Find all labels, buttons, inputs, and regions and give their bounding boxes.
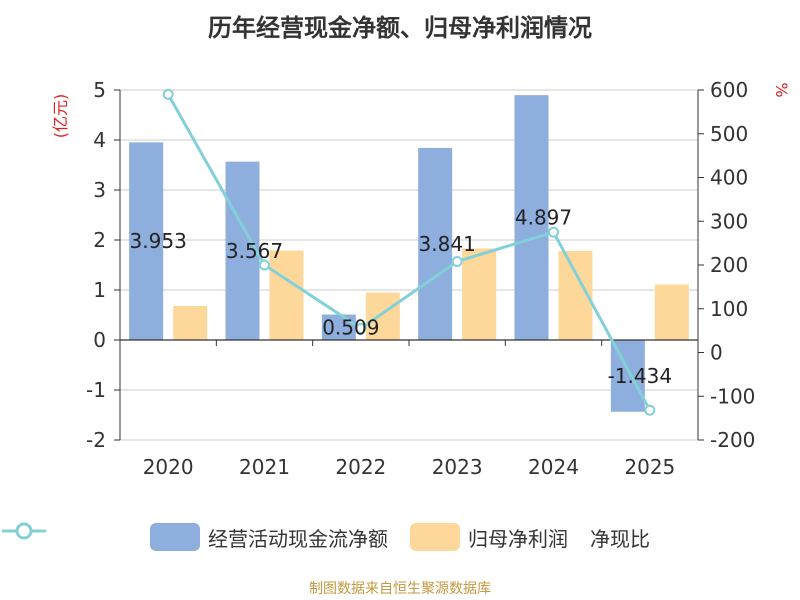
- source-note: 制图数据来自恒生聚源数据库: [309, 581, 491, 597]
- point-ratio: [162, 88, 174, 100]
- bar-np: [173, 306, 208, 340]
- chart-title: 历年经营现金净额、归母净利润情况: [208, 14, 592, 42]
- left-tick-label: 0: [93, 328, 106, 352]
- left-tick-label: 2: [93, 228, 106, 252]
- data-label-ocf: -1.434: [608, 364, 672, 388]
- right-tick-label: 300: [710, 209, 748, 233]
- data-label-ocf: 0.509: [322, 315, 379, 339]
- left-tick-label: -1: [86, 378, 106, 402]
- bar-ocf: [610, 340, 645, 412]
- legend-item-np[interactable]: 归母净利润: [410, 523, 568, 552]
- right-tick-label: 100: [710, 297, 748, 321]
- right-tick-label: 400: [710, 166, 748, 190]
- point-ratio: [644, 404, 656, 416]
- data-label-ocf: 3.841: [419, 232, 476, 256]
- legend-label-ratio: 净现比: [590, 526, 650, 551]
- right-tick-label: -100: [710, 384, 755, 408]
- point-ratio: [259, 259, 270, 271]
- legend-item-ratio[interactable]: 净现比: [2, 522, 650, 552]
- bar-np: [462, 248, 497, 340]
- left-tick-label: 3: [93, 178, 106, 202]
- data-label-ocf: 4.897: [515, 206, 572, 230]
- bar-ocf: [321, 314, 356, 340]
- point-ratio: [355, 322, 367, 334]
- bar-ocf: [418, 147, 453, 340]
- right-tick-label: 200: [710, 253, 748, 277]
- x-tick-label: 2022: [335, 455, 386, 479]
- legend-swatch-ratio: [2, 522, 46, 540]
- x-tick-label: 2020: [143, 455, 194, 479]
- right-tick-label: 500: [710, 122, 748, 146]
- x-tick-label: 2023: [432, 455, 483, 479]
- line-ratio: [166, 93, 652, 411]
- left-tick-label: 4: [93, 128, 106, 152]
- bar-np: [365, 292, 400, 340]
- left-tick-label: 1: [93, 278, 106, 302]
- bar-ocf: [129, 142, 164, 340]
- legend-label-np: 归母净利润: [468, 526, 568, 551]
- x-tick-label: 2021: [239, 455, 290, 479]
- x-tick-label: 2025: [624, 455, 675, 479]
- legend-label-ocf: 经营活动现金流净额: [208, 526, 388, 551]
- point-ratio: [451, 256, 463, 267]
- bar-np: [269, 250, 304, 340]
- legend: 经营活动现金流净额 归母净利润 净现比: [0, 519, 800, 555]
- legend-swatch-ocf: [150, 523, 200, 551]
- left-tick-label: 5: [93, 78, 106, 102]
- data-label-ocf: 3.953: [130, 229, 187, 253]
- bar-ocf: [225, 161, 260, 340]
- right-tick-label: 0: [710, 341, 723, 365]
- data-label-ocf: 3.567: [226, 239, 283, 263]
- x-tick-label: 2024: [528, 455, 579, 479]
- right-tick-label: 600: [710, 78, 748, 102]
- left-axis-unit: (亿元): [51, 94, 70, 139]
- legend-item-ocf[interactable]: 经营活动现金流净额: [150, 523, 388, 552]
- bar-ocf: [514, 95, 549, 341]
- right-tick-label: -200: [710, 428, 755, 452]
- legend-swatch-np: [410, 523, 460, 551]
- right-axis-unit: %: [772, 82, 791, 97]
- left-tick-label: -2: [86, 428, 106, 452]
- bar-np: [654, 284, 689, 340]
- point-ratio: [548, 226, 559, 238]
